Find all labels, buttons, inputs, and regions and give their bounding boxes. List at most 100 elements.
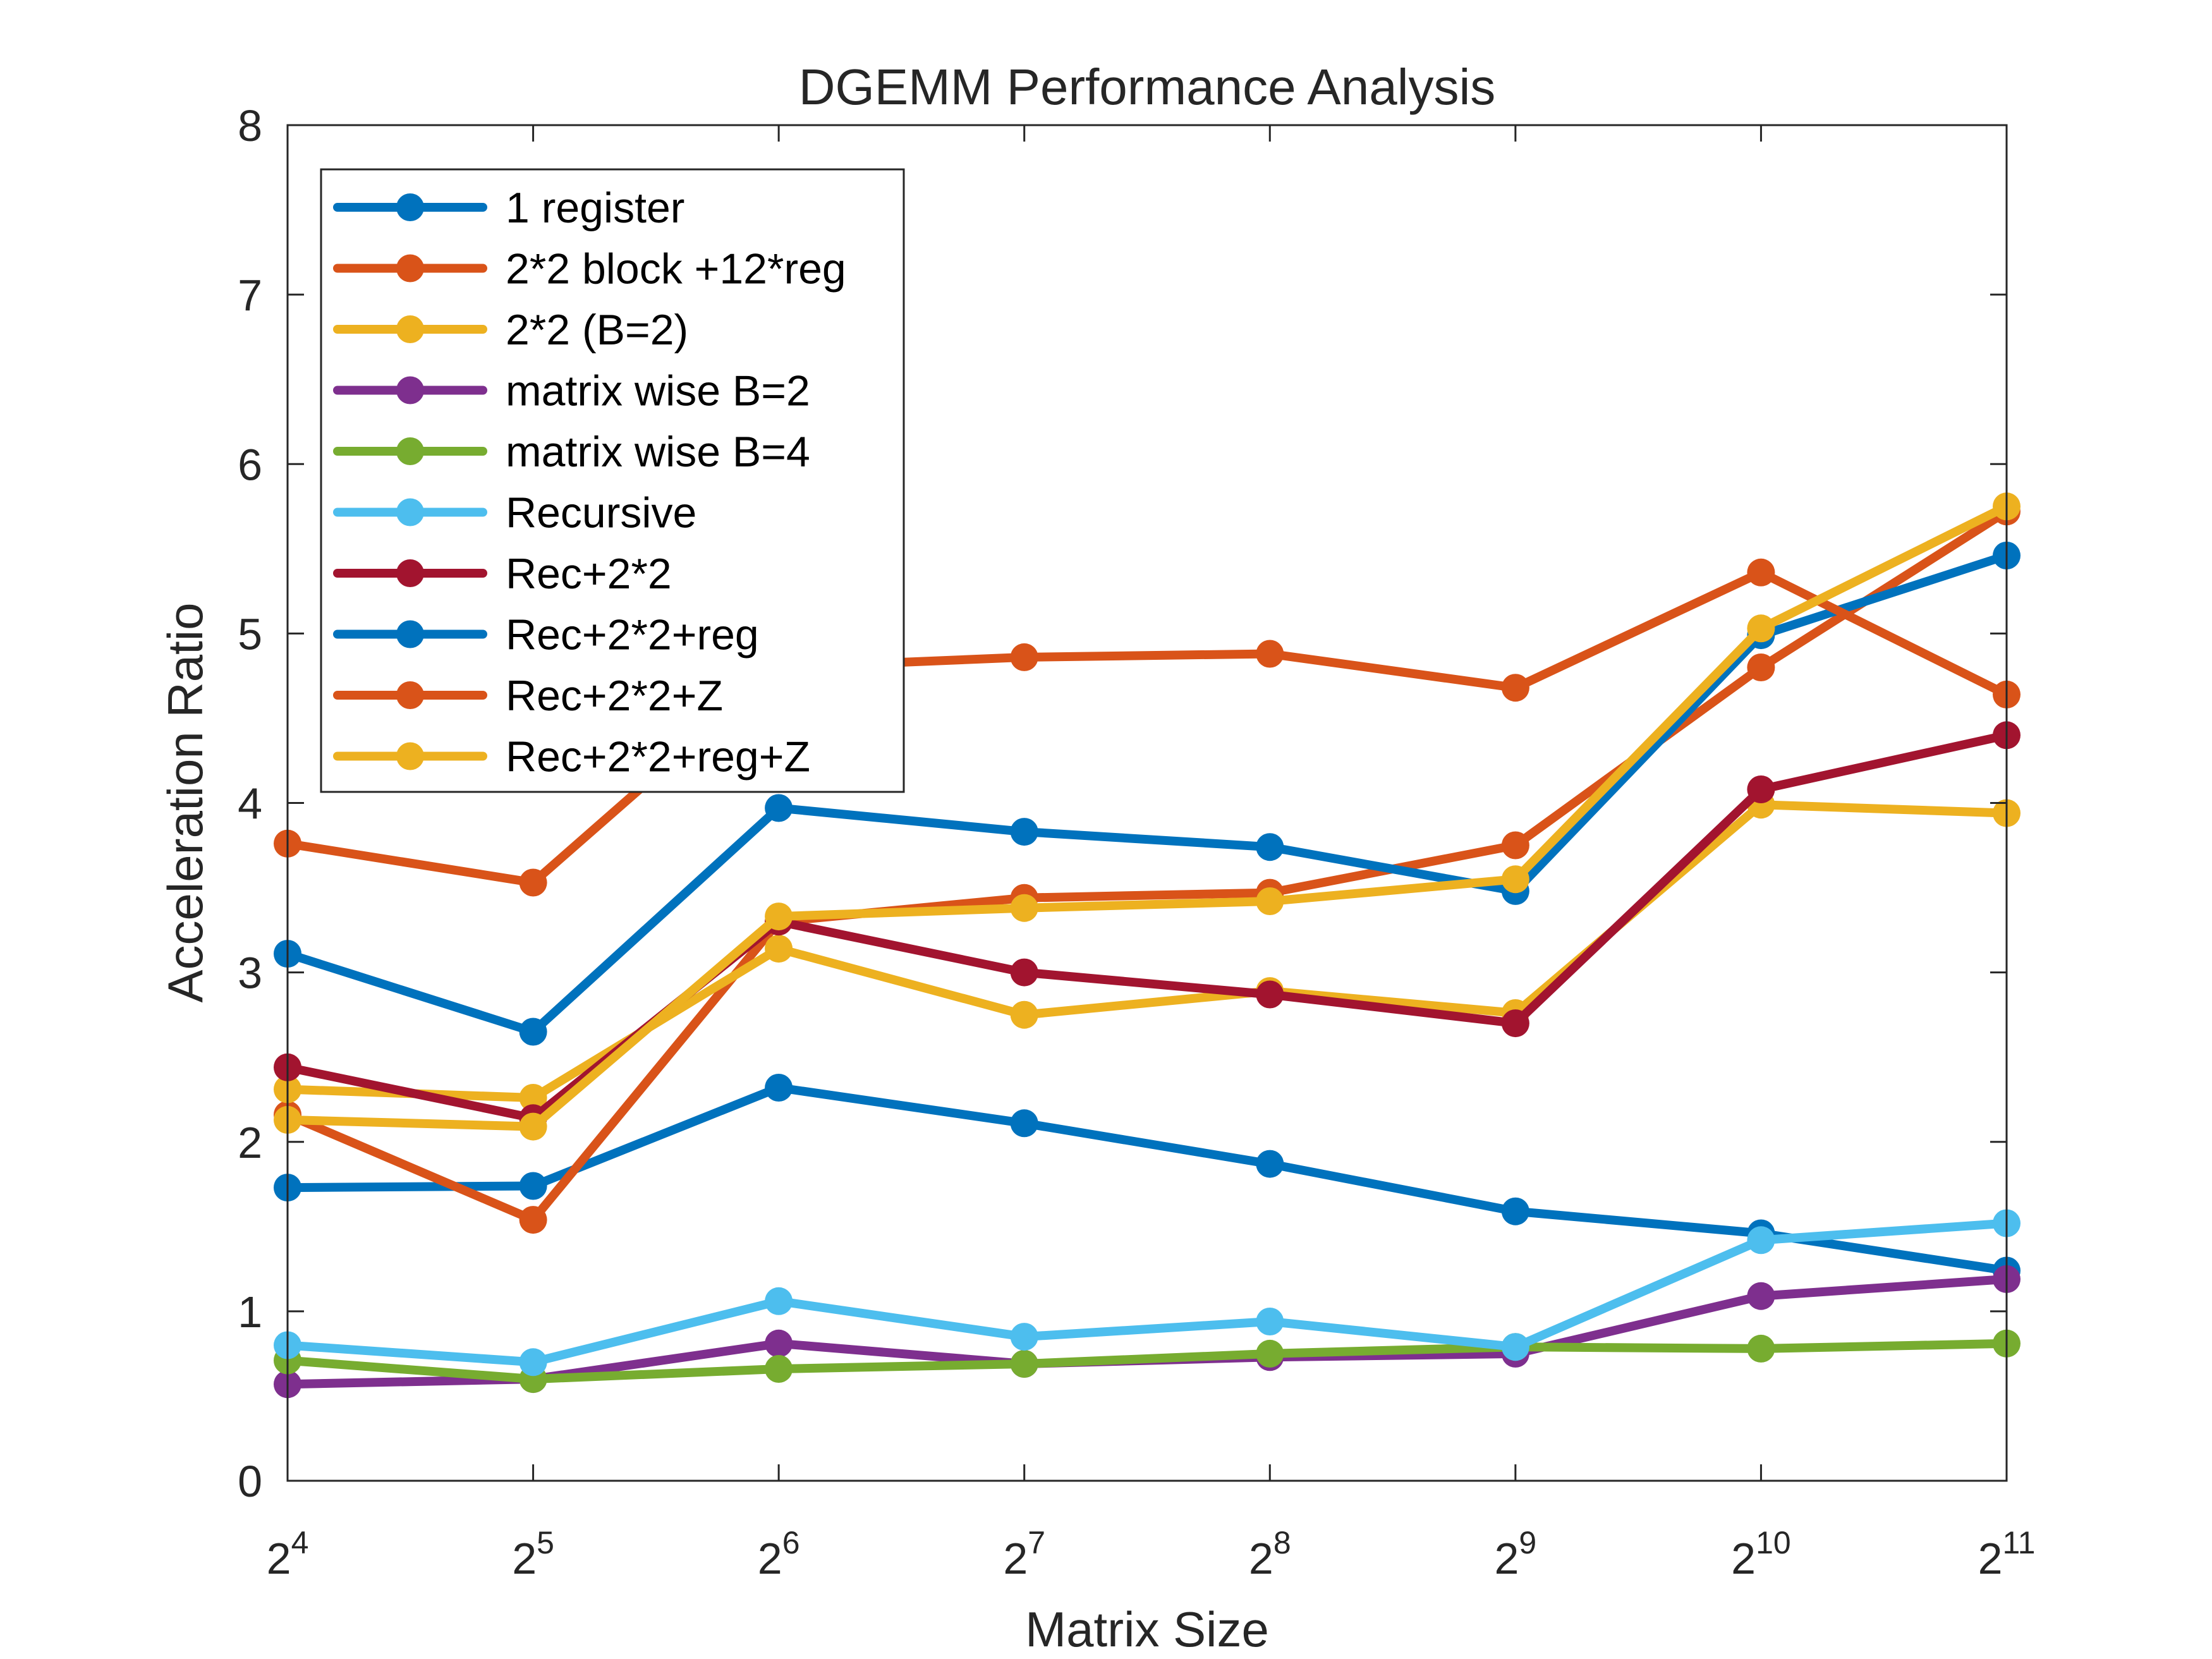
legend: 1 register 2*2 block +12*reg 2*2 (B=2) matr… [320, 168, 905, 793]
data-point [1256, 1150, 1284, 1178]
series-line [283, 551, 2011, 1036]
legend-label: Rec+2*2 [506, 550, 672, 598]
series-line [283, 1339, 2011, 1384]
data-point [1747, 1282, 1775, 1310]
series-6 [274, 1209, 2021, 1376]
data-point [1010, 1323, 1038, 1351]
data-point [1010, 1000, 1038, 1029]
data-point [519, 1084, 547, 1112]
data-point [1010, 1350, 1038, 1378]
legend-entry: Recursive [333, 489, 696, 537]
data-point [1501, 1333, 1529, 1361]
x-tick-label: 26 [758, 1525, 800, 1583]
data-point [1256, 833, 1284, 861]
legend-entry: 2*2 block +12*reg [333, 245, 846, 293]
data-point [1010, 894, 1038, 922]
data-point [1747, 1334, 1775, 1363]
data-point [1256, 640, 1284, 668]
data-point [1501, 1197, 1529, 1225]
legend-swatch-marker [396, 376, 424, 404]
data-point [765, 935, 793, 963]
legend-swatch-marker [396, 742, 424, 770]
y-axis-label: Acceleration Ratio [157, 603, 213, 1003]
legend-swatch-marker [396, 620, 424, 648]
data-point [1256, 887, 1284, 915]
legend-entry: Rec+2*2+reg [333, 611, 759, 659]
data-point [765, 794, 793, 822]
series-line [283, 507, 2011, 1225]
legend-swatch-marker [396, 559, 424, 587]
y-tick-label: 1 [238, 1287, 262, 1337]
legend-entry: 2*2 (B=2) [333, 306, 688, 354]
data-point [1010, 1109, 1038, 1138]
y-tick-label: 8 [238, 101, 262, 150]
data-point [1256, 1339, 1284, 1368]
data-point [765, 1355, 793, 1383]
series-line [283, 568, 2011, 887]
data-point [519, 868, 547, 897]
data-point [1010, 643, 1038, 671]
data-point [519, 1172, 547, 1200]
x-tick-label: 25 [512, 1525, 554, 1583]
data-point [765, 902, 793, 931]
x-tick-label: 28 [1249, 1525, 1291, 1583]
x-tick-label: 29 [1494, 1525, 1536, 1583]
legend-entry: matrix wise B=4 [333, 428, 810, 476]
data-point [519, 1206, 547, 1234]
series-line [283, 1218, 2011, 1367]
legend-label: 2*2 block +12*reg [506, 245, 846, 293]
legend-label: Recursive [506, 489, 696, 537]
series-line [283, 731, 2011, 1123]
data-point [519, 1348, 547, 1376]
legend-entry: Rec+2*2+Z [333, 672, 723, 720]
data-point [1747, 775, 1775, 803]
legend-swatch-marker [396, 498, 424, 526]
data-point [1747, 653, 1775, 681]
series-line [283, 502, 2011, 1131]
data-point [1010, 818, 1038, 846]
series-9 [274, 558, 2021, 897]
y-tick-label: 3 [238, 949, 262, 998]
data-point [1747, 614, 1775, 643]
legend-label: 1 register [506, 184, 684, 232]
y-tick-label: 4 [238, 779, 262, 829]
x-tick-label: 211 [1978, 1525, 2036, 1583]
x-axis-label: Matrix Size [1025, 1601, 1269, 1657]
x-tick-label: 210 [1731, 1525, 1791, 1583]
y-tick-label: 7 [238, 270, 262, 320]
legend-label: matrix wise B=4 [506, 428, 810, 476]
data-point [1747, 1226, 1775, 1255]
y-tick-label: 2 [238, 1118, 262, 1167]
legend-entry: 1 register [333, 184, 684, 232]
y-tick-label: 0 [238, 1457, 262, 1506]
data-point [1256, 980, 1284, 1009]
series-line [283, 800, 2011, 1102]
legend-swatch-marker [396, 681, 424, 709]
legend-entry: Rec+2*2 [333, 550, 672, 598]
data-point [519, 1112, 547, 1141]
legend-entry: Rec+2*2+reg+Z [333, 733, 810, 781]
data-point [765, 1287, 793, 1315]
axis-ticks: 0 1 2 3 4 5 6 7 8 24 25 26 27 28 29 210 211 [238, 101, 2035, 1583]
x-tick-label: 27 [1003, 1525, 1045, 1583]
legend-label: 2*2 (B=2) [506, 306, 688, 354]
data-point [1501, 865, 1529, 894]
y-tick-label: 6 [238, 440, 262, 489]
series-3 [274, 791, 2021, 1112]
legend-label: Rec+2*2+reg+Z [506, 733, 810, 781]
chart-title: DGEMM Performance Analysis [799, 59, 1496, 115]
data-point [1747, 558, 1775, 586]
y-tick-label: 5 [238, 609, 262, 659]
data-point [765, 1074, 793, 1102]
data-point [1010, 958, 1038, 987]
data-point [1501, 831, 1529, 860]
data-point [1256, 1308, 1284, 1335]
data-point [1501, 1009, 1529, 1038]
legend-entry: matrix wise B=2 [333, 367, 810, 415]
x-tick-label: 24 [267, 1525, 309, 1583]
legend-swatch-marker [396, 315, 424, 343]
data-point [1501, 674, 1529, 702]
legend-label: Rec+2*2+Z [506, 672, 723, 720]
legend-label: Rec+2*2+reg [506, 611, 759, 659]
